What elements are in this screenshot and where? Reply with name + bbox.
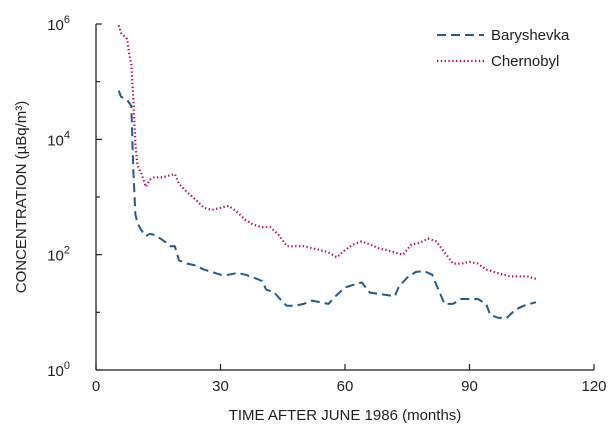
x-tick-label: 30	[212, 378, 229, 395]
x-tick-label: 0	[92, 378, 100, 395]
y-tick-label: 104	[47, 129, 70, 149]
x-tick-label: 90	[461, 378, 478, 395]
y-tick-label: 106	[47, 14, 70, 34]
y-tick-label: 100	[47, 360, 70, 380]
series-layer	[117, 25, 537, 319]
x-tick-label: 60	[337, 378, 354, 395]
series-line-chernobyl	[117, 25, 537, 280]
y-tick-label: 102	[47, 245, 70, 265]
legend: Baryshevka Chernobyl	[437, 27, 570, 70]
legend-label-chernobyl: Chernobyl	[491, 53, 559, 70]
x-axis-title: TIME AFTER JUNE 1986 (months)	[229, 407, 462, 424]
y-axis-title: CONCENTRATION (µBq/m³)	[13, 101, 30, 294]
axes: 0 30 60 90 120 100 102 104 106	[47, 14, 606, 395]
series-line-baryshevka	[117, 90, 537, 319]
x-tick-label: 120	[581, 378, 606, 395]
legend-label-baryshevka: Baryshevka	[491, 27, 570, 44]
